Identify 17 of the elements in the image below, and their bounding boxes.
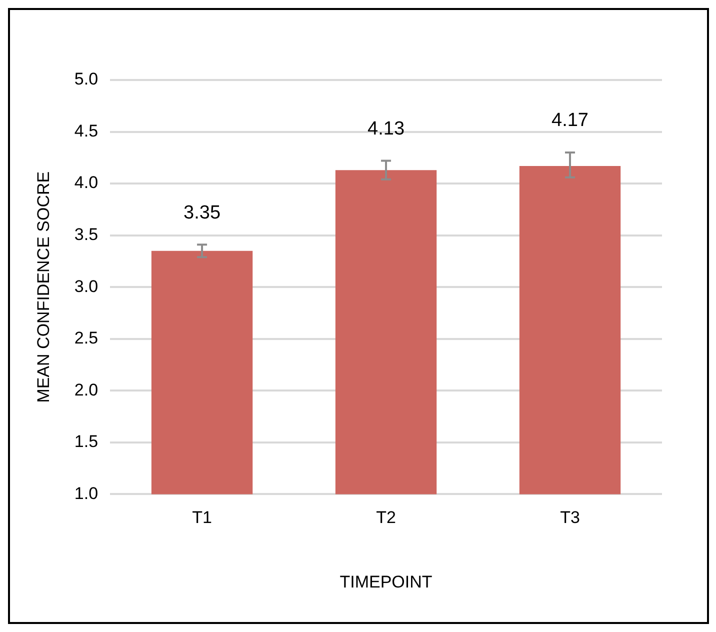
y-tick-label: 3.0: [74, 276, 98, 296]
y-tick-label: 3.5: [74, 225, 98, 244]
y-tick-label: 4.5: [74, 121, 98, 140]
x-tick-label: T3: [560, 508, 580, 528]
x-tick-label: T2: [376, 508, 396, 528]
x-axis-title: TIMEPOINT: [340, 572, 432, 592]
y-tick-label: 4.0: [74, 173, 98, 192]
y-tick-label: 1.5: [74, 432, 98, 452]
y-tick-label: 2.5: [74, 328, 98, 348]
x-tick-label: T1: [192, 508, 212, 528]
data-label: 3.35: [184, 202, 221, 224]
y-axis-title: MEAN CONFIDENCE SOCRE: [34, 171, 53, 403]
y-tick-label: 5.0: [74, 70, 98, 89]
data-label: 4.17: [552, 110, 588, 132]
y-tick-label: 2.0: [74, 380, 98, 400]
data-label: 4.13: [368, 118, 405, 140]
y-tick-label: 1.0: [74, 484, 98, 503]
